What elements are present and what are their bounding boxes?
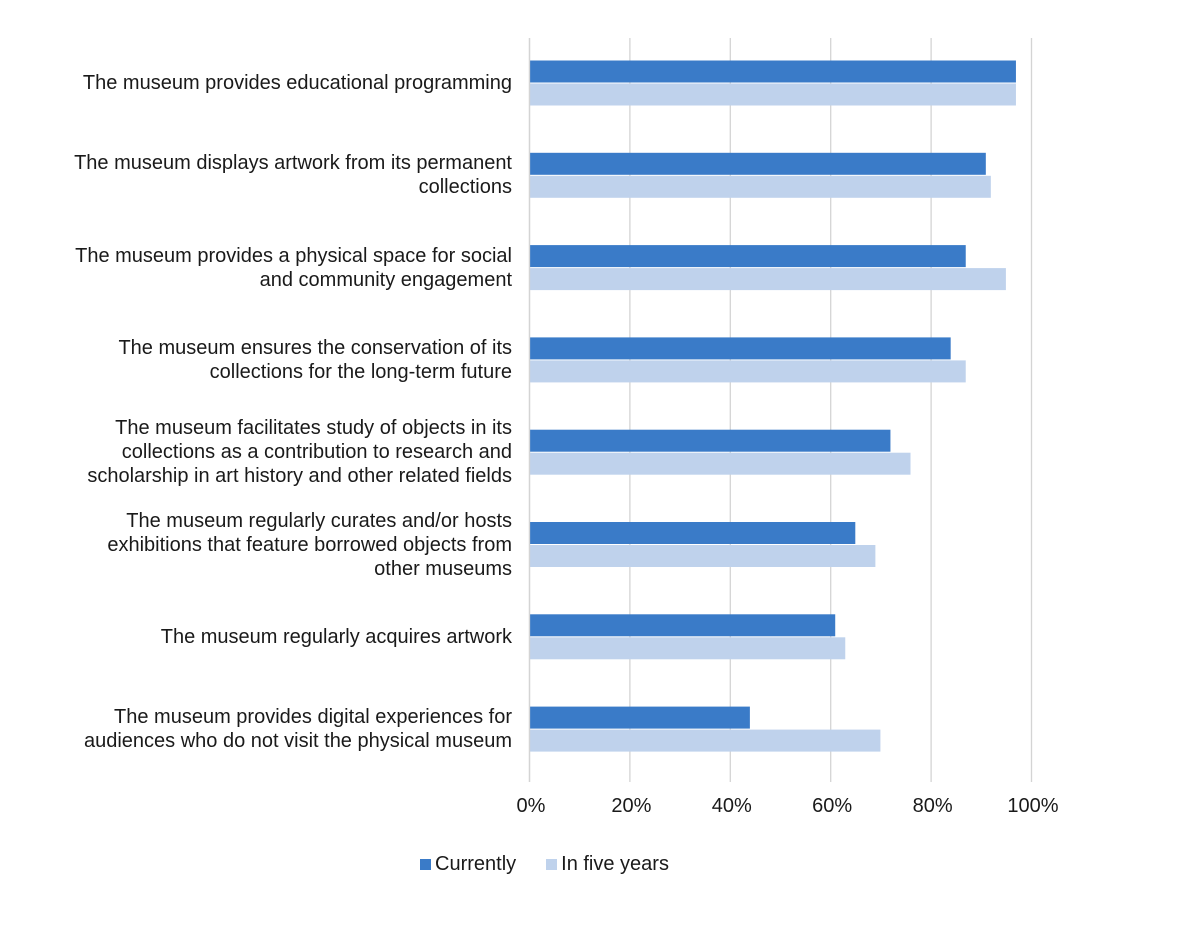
category-label-1: The museum provides educational programm… (20, 71, 512, 95)
bar-in-five-years-3 (529, 268, 1006, 291)
category-label-line: The museum displays artwork from its per… (74, 152, 512, 175)
x-tick-label-0-pct: 0% (517, 795, 546, 817)
legend: Currently In five years (420, 850, 699, 878)
category-label-6: The museum regularly curates and/or host… (20, 509, 512, 581)
category-label-line: The museum regularly acquires artwork (160, 625, 512, 648)
category-label-7: The museum regularly acquires artwork (20, 625, 512, 649)
category-label-2: The museum displays artwork from its per… (20, 151, 512, 199)
category-label-line: other museums (374, 557, 512, 580)
legend-label-currently: Currently (435, 852, 517, 875)
x-tick-label-60-pct: 60% (812, 795, 852, 817)
category-label-line: The museum ensures the conservation of i… (118, 336, 512, 359)
category-label-line: The museum provides a physical space for… (75, 244, 512, 267)
bar-currently-6 (529, 522, 856, 544)
x-tick-label-100-pct: 100% (1007, 795, 1058, 817)
x-tick-label-80-pct: 80% (913, 795, 953, 817)
bar-in-five-years-4 (529, 360, 966, 383)
legend-swatch-currently (420, 858, 431, 870)
category-label-line: audiences who do not visit the physical … (83, 730, 512, 753)
bar-currently-4 (529, 337, 951, 360)
category-label-line: The museum facilitates study of objects … (115, 417, 512, 440)
legend-item-in-five-years: In five years (546, 853, 669, 876)
bar-currently-8 (529, 706, 750, 729)
category-label-line: collections for the long-term future (209, 360, 512, 383)
bar-in-five-years-7 (529, 637, 846, 660)
bar-in-five-years-5 (529, 452, 911, 475)
category-label-4: The museum ensures the conservation of i… (20, 336, 512, 384)
bar-currently-1 (529, 60, 1016, 83)
category-label-line: scholarship in art history and other rel… (87, 465, 512, 488)
bar-in-five-years-8 (529, 729, 881, 752)
category-label-8: The museum provides digital experiences … (20, 705, 512, 753)
bar-currently-2 (529, 152, 986, 175)
category-label-line: The museum provides digital experiences … (114, 706, 512, 729)
bar-currently-3 (529, 245, 966, 268)
bar-currently-5 (529, 429, 891, 452)
category-label-line: The museum regularly curates and/or host… (126, 509, 512, 532)
category-label-line: and community engagement (259, 268, 512, 291)
category-label-line: exhibitions that feature borrowed object… (107, 533, 512, 556)
bar-in-five-years-6 (529, 545, 876, 567)
legend-swatch-in-five-years (546, 858, 558, 870)
category-label-3: The museum provides a physical space for… (20, 244, 512, 292)
legend-item-currently: Currently (420, 853, 516, 876)
bar-currently-7 (529, 614, 836, 637)
bar-in-five-years-1 (529, 83, 1016, 106)
x-tick-label-40-pct: 40% (712, 795, 752, 817)
category-label-line: collections (418, 176, 512, 199)
bar-in-five-years-2 (529, 175, 991, 198)
category-label-line: The museum provides educational programm… (82, 72, 512, 94)
legend-label-in-five-years: In five years (561, 852, 669, 875)
category-label-5: The museum facilitates study of objects … (20, 416, 512, 488)
category-label-line: collections as a contribution to researc… (121, 441, 512, 464)
x-tick-label-20-pct: 20% (611, 795, 651, 817)
